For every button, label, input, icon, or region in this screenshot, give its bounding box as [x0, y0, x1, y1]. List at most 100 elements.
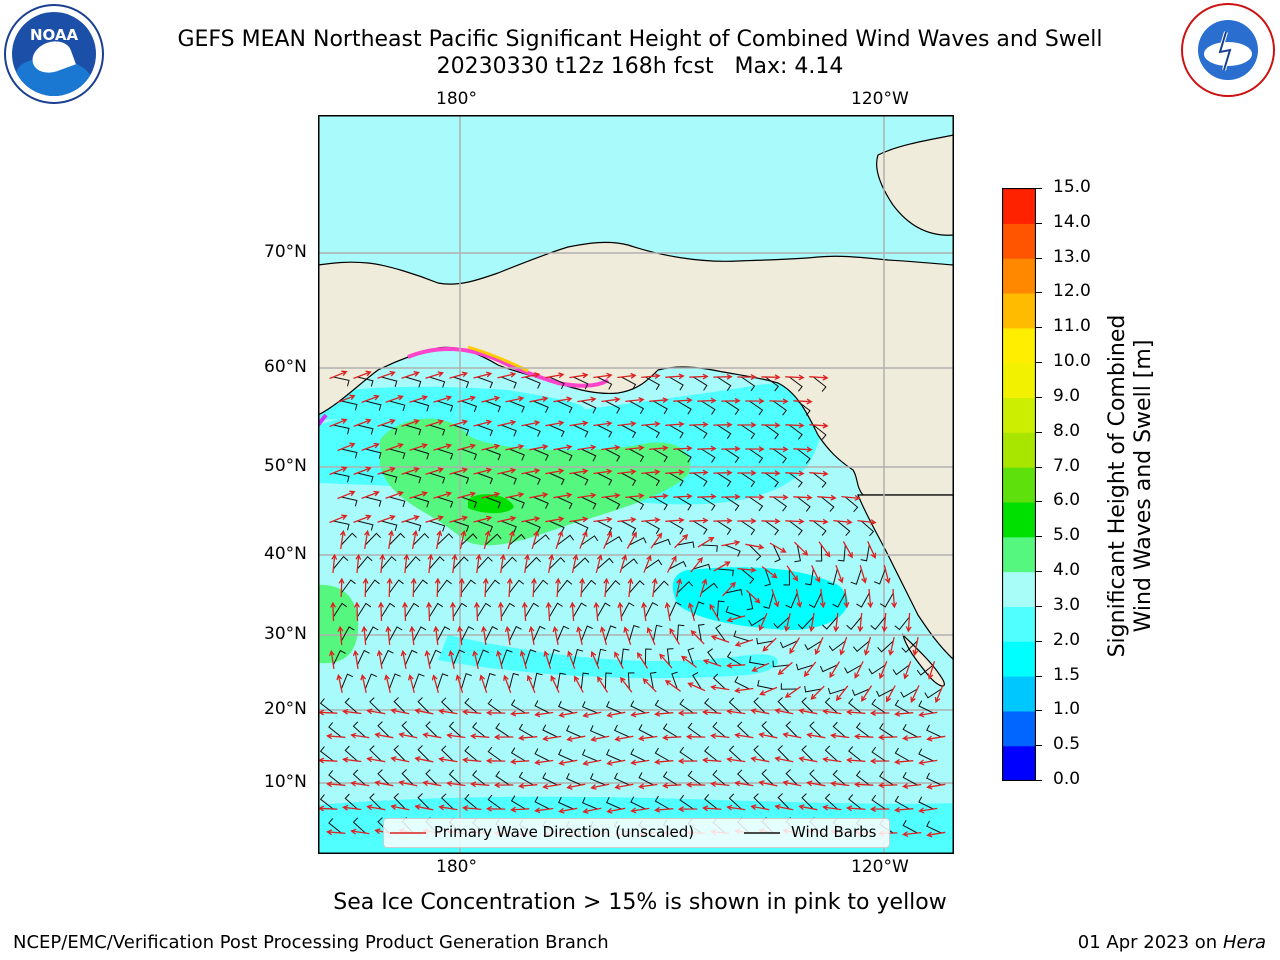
- wind-barb: [381, 376, 398, 388]
- wave-direction-arrow: [761, 518, 781, 525]
- wind-barb: [509, 400, 525, 413]
- chart-subtitle: 20230330 t12z 168h fcst Max: 4.14: [436, 54, 844, 79]
- wind-barb: [649, 671, 657, 690]
- wind-barb: [413, 400, 430, 412]
- wave-direction-arrow: [665, 373, 685, 380]
- wave-direction-arrow: [697, 493, 717, 500]
- wave-direction-arrow: [483, 530, 491, 550]
- wind-barb: [879, 723, 894, 738]
- wind-barb: [436, 673, 449, 690]
- wave-direction-arrow: [336, 673, 343, 694]
- wave-direction-arrow: [569, 420, 589, 427]
- wave-direction-arrow: [555, 530, 564, 550]
- wave-direction-arrow: [905, 612, 912, 633]
- wind-barb: [393, 793, 406, 810]
- wave-direction-arrow: [339, 529, 346, 550]
- wind-barb: [525, 472, 541, 485]
- wind-barb: [606, 748, 622, 762]
- wave-direction-arrow: [758, 780, 778, 787]
- colorbar-tick-mark: [1036, 710, 1042, 712]
- wave-direction-arrow: [689, 373, 709, 380]
- wind-barb: [533, 496, 549, 509]
- wind-barb: [621, 472, 637, 486]
- wave-direction-arrow: [761, 566, 778, 579]
- lon-tick-bottom-180: 180°: [436, 857, 477, 877]
- wave-direction-arrow: [457, 443, 477, 451]
- wind-barb: [357, 424, 374, 435]
- lat-tick-50n: 50°N: [264, 456, 307, 476]
- colorbar-bin: [1002, 432, 1036, 468]
- wind-barb: [741, 520, 756, 536]
- wave-direction-arrow: [342, 708, 362, 715]
- wind-barb: [548, 649, 560, 666]
- wind-barb: [813, 472, 827, 488]
- wind-barb: [789, 376, 803, 392]
- wave-direction-arrow: [641, 421, 661, 428]
- wave-direction-arrow: [761, 422, 781, 429]
- wind-barb: [388, 579, 404, 594]
- wind-barb: [716, 600, 725, 618]
- wind-barb: [824, 793, 838, 810]
- colorbar-tick-mark: [1036, 605, 1042, 607]
- wind-barb: [429, 520, 446, 532]
- wind-barb: [926, 724, 942, 738]
- wind-barb: [627, 672, 635, 690]
- wind-barb: [381, 424, 398, 436]
- colorbar-tick-label: 1.0: [1053, 699, 1081, 720]
- wind-barb: [341, 496, 358, 507]
- wind-barb: [500, 649, 513, 666]
- wave-direction-arrow: [785, 374, 805, 381]
- wave-direction-arrow: [902, 735, 922, 742]
- field-2m-band: [438, 635, 778, 679]
- land-arctic-islands: [876, 134, 954, 236]
- wave-direction-arrow: [697, 445, 717, 452]
- wave-direction-arrow: [641, 469, 661, 476]
- colorbar-tick-label: 14.0: [1053, 211, 1091, 232]
- wave-direction-arrow: [388, 529, 394, 550]
- wind-barb: [621, 520, 637, 534]
- wind-barb: [753, 697, 766, 714]
- wind-barb: [605, 496, 621, 510]
- wave-direction-arrow: [762, 637, 777, 652]
- wind-barb: [827, 568, 838, 586]
- wave-direction-arrow: [593, 516, 613, 523]
- wave-direction-arrow: [601, 444, 621, 451]
- wind-barb: [894, 616, 910, 631]
- wind-barb: [926, 820, 942, 834]
- land-baja: [901, 633, 945, 687]
- wind-barb: [412, 626, 427, 642]
- wave-direction-arrow: [326, 829, 346, 836]
- wave-direction-arrow: [361, 394, 380, 404]
- colorbar-title-line1: Significant Height of Combined: [1105, 314, 1130, 658]
- wave-direction-arrow: [414, 756, 434, 763]
- wind-barb: [534, 796, 550, 810]
- wave-direction-arrow: [493, 734, 514, 741]
- wind-barb: [417, 793, 430, 810]
- wind-barb: [356, 555, 373, 570]
- wind-barb: [485, 400, 501, 413]
- wave-direction-arrow: [424, 650, 431, 670]
- wind-barb: [429, 472, 446, 484]
- wave-direction-arrow: [798, 708, 818, 715]
- wind-barb: [794, 544, 801, 563]
- wind-barb: [804, 568, 814, 586]
- wave-direction-arrow: [926, 783, 946, 790]
- colorbar-tick-mark: [1036, 396, 1042, 398]
- wave-direction-arrow: [566, 783, 586, 790]
- wave-direction-arrow: [627, 577, 634, 598]
- wind-barb: [393, 697, 406, 714]
- wind-barb: [653, 400, 668, 415]
- wave-direction-arrow: [427, 553, 434, 574]
- wind-barb: [728, 793, 742, 810]
- wind-barb: [440, 745, 454, 762]
- wave-direction-arrow: [769, 398, 789, 405]
- wind-barb: [436, 579, 452, 594]
- wave-direction-arrow: [853, 781, 874, 788]
- wave-direction-arrow: [497, 515, 517, 523]
- wave-direction-arrow: [721, 445, 741, 452]
- wind-barb: [509, 533, 526, 546]
- wave-direction-arrow: [361, 442, 380, 452]
- colorbar-bin: [1002, 188, 1036, 224]
- wave-direction-arrow: [782, 732, 802, 739]
- wave-direction-arrow: [751, 662, 770, 672]
